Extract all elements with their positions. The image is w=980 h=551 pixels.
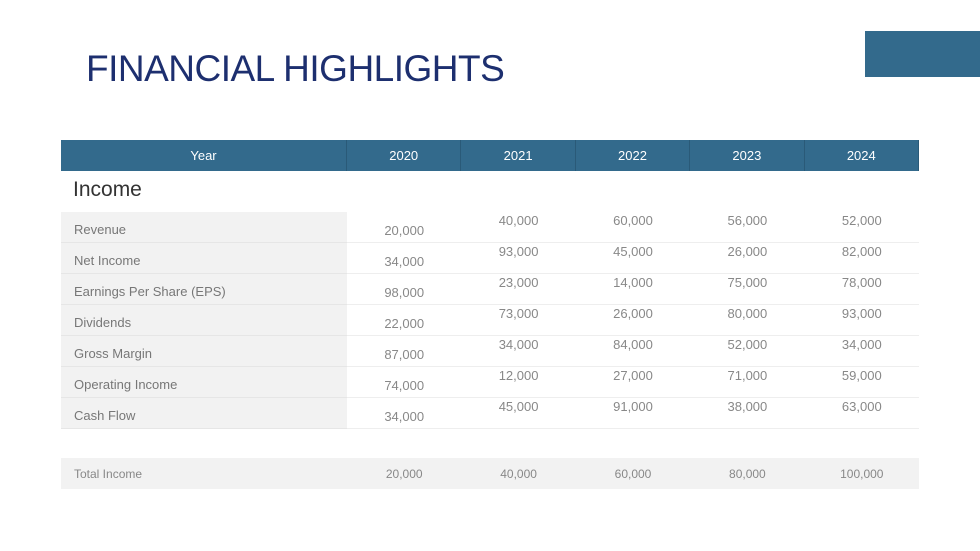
value-cell: 87,000 — [347, 336, 462, 367]
accent-block — [865, 31, 980, 77]
value-cell: 23,000 — [461, 274, 576, 305]
value-cell: 22,000 — [347, 305, 462, 336]
total-value: 40,000 — [500, 466, 537, 481]
value-cell: 93,000 — [461, 243, 576, 274]
total-label: Total Income — [74, 466, 143, 481]
header-cell: 2020 — [347, 140, 462, 171]
value-cell: 60,000 — [575, 212, 691, 243]
value-cell: 71,000 — [690, 367, 805, 398]
row-label: Gross Margin — [61, 336, 347, 367]
value-cell: 34,000 — [804, 336, 919, 367]
header-cell: 2023 — [690, 140, 805, 171]
value-cell: 98,000 — [347, 274, 462, 305]
row-label: Revenue — [61, 212, 347, 243]
value-cell: 20,000 — [347, 212, 462, 243]
value-cell: 52,000 — [804, 212, 919, 243]
value-cell: 56,000 — [690, 212, 805, 243]
value-cell: 84,000 — [575, 336, 691, 367]
row-label: Dividends — [61, 305, 347, 336]
value-cell: 34,000 — [347, 243, 462, 274]
header-cell: 2022 — [575, 140, 691, 171]
total-value: 60,000 — [614, 466, 652, 481]
value-cell: 26,000 — [575, 305, 691, 336]
value-cell: 63,000 — [804, 398, 919, 429]
slide-title: FINANCIAL HIGHLIGHTS — [86, 48, 505, 89]
value-cell: 45,000 — [461, 398, 576, 429]
value-cell: 75,000 — [690, 274, 805, 305]
header-cell: Year — [61, 140, 347, 171]
value-cell: 78,000 — [804, 274, 919, 305]
section-label: Income — [73, 178, 142, 201]
value-cell: 73,000 — [461, 305, 576, 336]
total-value: 100,000 — [840, 466, 884, 481]
value-cell: 26,000 — [690, 243, 805, 274]
total-row-bg — [61, 458, 919, 489]
value-cell: 52,000 — [690, 336, 805, 367]
value-cell: 80,000 — [690, 305, 805, 336]
row-label: Net Income — [61, 243, 347, 274]
total-value: 80,000 — [729, 466, 766, 481]
value-cell: 38,000 — [690, 398, 805, 429]
row-label: Cash Flow — [61, 398, 347, 429]
value-cell: 45,000 — [575, 243, 691, 274]
value-cell: 40,000 — [461, 212, 576, 243]
value-cell: 59,000 — [804, 367, 919, 398]
header-cell: 2021 — [461, 140, 576, 171]
value-cell: 34,000 — [461, 336, 576, 367]
value-cell: 14,000 — [575, 274, 691, 305]
value-cell: 27,000 — [575, 367, 691, 398]
total-value: 20,000 — [385, 466, 423, 481]
value-cell: 82,000 — [804, 243, 919, 274]
value-cell: 34,000 — [347, 398, 462, 429]
value-cell: 74,000 — [347, 367, 462, 398]
header-cell: 2024 — [804, 140, 919, 171]
row-label: Earnings Per Share (EPS) — [61, 274, 347, 305]
value-cell: 93,000 — [804, 305, 919, 336]
value-cell: 91,000 — [575, 398, 691, 429]
row-label: Operating Income — [61, 367, 347, 398]
value-cell: 12,000 — [461, 367, 576, 398]
